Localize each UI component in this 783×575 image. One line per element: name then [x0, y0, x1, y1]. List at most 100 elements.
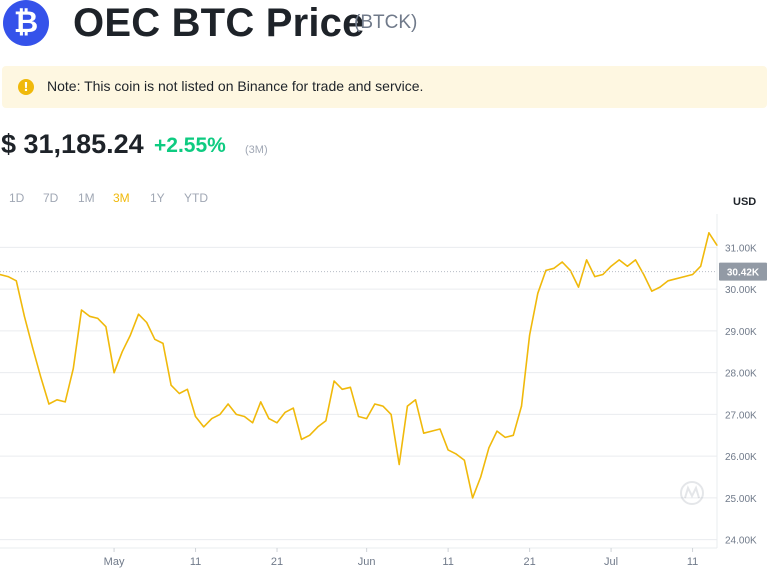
- data-point: [659, 286, 661, 288]
- y-tick-label: 29.00K: [725, 327, 757, 338]
- data-point: [643, 273, 645, 276]
- data-point: [325, 420, 327, 422]
- data-point: [398, 463, 400, 466]
- data-point: [203, 426, 205, 428]
- data-point: [284, 411, 286, 413]
- data-point: [194, 415, 197, 418]
- data-point: [374, 403, 376, 405]
- data-point: [276, 422, 278, 424]
- data-point: [626, 265, 629, 267]
- y-tick-label: 25.00K: [725, 494, 757, 505]
- data-point: [586, 259, 588, 261]
- data-point: [512, 434, 514, 436]
- range-tab-3m[interactable]: 3M: [113, 191, 130, 205]
- data-point: [537, 292, 539, 294]
- data-point: [382, 405, 384, 407]
- x-tick-label: Jul: [604, 556, 618, 568]
- data-point: [137, 313, 140, 315]
- data-point: [431, 430, 433, 432]
- data-point: [227, 403, 229, 405]
- data-point: [561, 261, 563, 263]
- range-tab-1m[interactable]: 1M: [78, 191, 95, 205]
- data-point: [553, 267, 555, 269]
- data-point: [15, 280, 17, 282]
- chart-grid: [0, 214, 718, 549]
- range-tab-1y[interactable]: 1Y: [150, 191, 165, 205]
- current-price-label: 30.42K: [727, 268, 760, 279]
- price-change: +2.55%: [154, 134, 226, 157]
- range-tab-ytd[interactable]: YTD: [184, 191, 208, 205]
- data-point: [545, 269, 547, 271]
- data-point: [577, 286, 580, 288]
- data-point: [455, 453, 457, 455]
- data-point: [0, 273, 1, 276]
- data-point: [618, 259, 620, 261]
- notice-text: Note: This coin is not listed on Binance…: [47, 78, 424, 94]
- data-point: [716, 244, 718, 246]
- page-title: OEC BTC Price: [73, 1, 365, 45]
- data-point: [414, 399, 417, 401]
- data-point: [186, 388, 188, 390]
- y-tick-label: 30.00K: [725, 285, 757, 296]
- x-tick-label: 11: [190, 556, 201, 568]
- range-tab-7d[interactable]: 7D: [43, 191, 59, 205]
- data-point: [300, 438, 303, 440]
- exclamation-icon: !: [18, 79, 34, 95]
- data-point: [48, 403, 50, 405]
- data-point: [121, 351, 123, 353]
- data-point: [610, 265, 612, 267]
- data-point: [594, 276, 596, 278]
- data-point: [292, 407, 294, 409]
- change-period: (3M): [245, 144, 268, 156]
- data-point: [496, 430, 498, 432]
- coin-ticker: (BTCK): [354, 12, 418, 33]
- data-point: [268, 418, 270, 420]
- current-price-marker: 30.42K: [0, 262, 767, 281]
- data-point: [406, 405, 408, 407]
- data-point: [211, 418, 213, 420]
- bitcoin-logo-icon: ₿: [3, 0, 49, 46]
- data-point: [80, 309, 83, 311]
- data-point: [7, 276, 9, 278]
- y-axis-labels: 24.00K 25.00K 26.00K 27.00K 28.00K 29.00K 30.0…: [725, 243, 757, 546]
- data-point: [31, 347, 34, 349]
- data-point: [463, 459, 465, 461]
- data-point: [154, 338, 156, 340]
- data-point: [667, 280, 669, 282]
- data-point: [651, 290, 653, 292]
- range-tab-1d[interactable]: 1D: [9, 191, 25, 205]
- data-point: [162, 342, 164, 344]
- x-tick-label: 21: [523, 556, 535, 568]
- data-point: [178, 392, 180, 395]
- data-point: [692, 273, 694, 276]
- current-price: $ 31,185.24: [1, 129, 144, 159]
- data-point: [89, 315, 91, 317]
- y-tick-label: 27.00K: [725, 410, 757, 421]
- data-point: [520, 405, 523, 407]
- currency-label: USD: [733, 196, 757, 208]
- data-point: [333, 380, 335, 382]
- page-header: ₿ OEC BTC Price (BTCK): [0, 0, 783, 56]
- watermark-logo: [680, 481, 704, 505]
- data-point: [504, 436, 506, 438]
- data-point: [529, 334, 531, 336]
- x-tick-label: May: [104, 556, 125, 568]
- y-tick-label: 24.00K: [725, 536, 757, 547]
- data-point: [317, 426, 319, 428]
- data-point: [349, 386, 351, 388]
- x-tick-label: 11: [442, 556, 453, 568]
- data-point: [113, 372, 115, 374]
- data-point: [341, 388, 343, 390]
- data-point: [105, 326, 107, 328]
- not-listed-notice: ! Note: This coin is not listed on Binan…: [2, 66, 767, 108]
- data-point: [56, 399, 58, 401]
- price-line: [0, 231, 718, 499]
- data-point: [700, 265, 702, 267]
- data-point: [708, 232, 710, 234]
- data-point: [602, 273, 604, 276]
- data-point: [447, 449, 449, 451]
- x-tick-label: 11: [687, 556, 698, 568]
- data-point: [64, 401, 66, 403]
- data-point: [488, 447, 490, 449]
- y-tick-label: 26.00K: [725, 452, 757, 463]
